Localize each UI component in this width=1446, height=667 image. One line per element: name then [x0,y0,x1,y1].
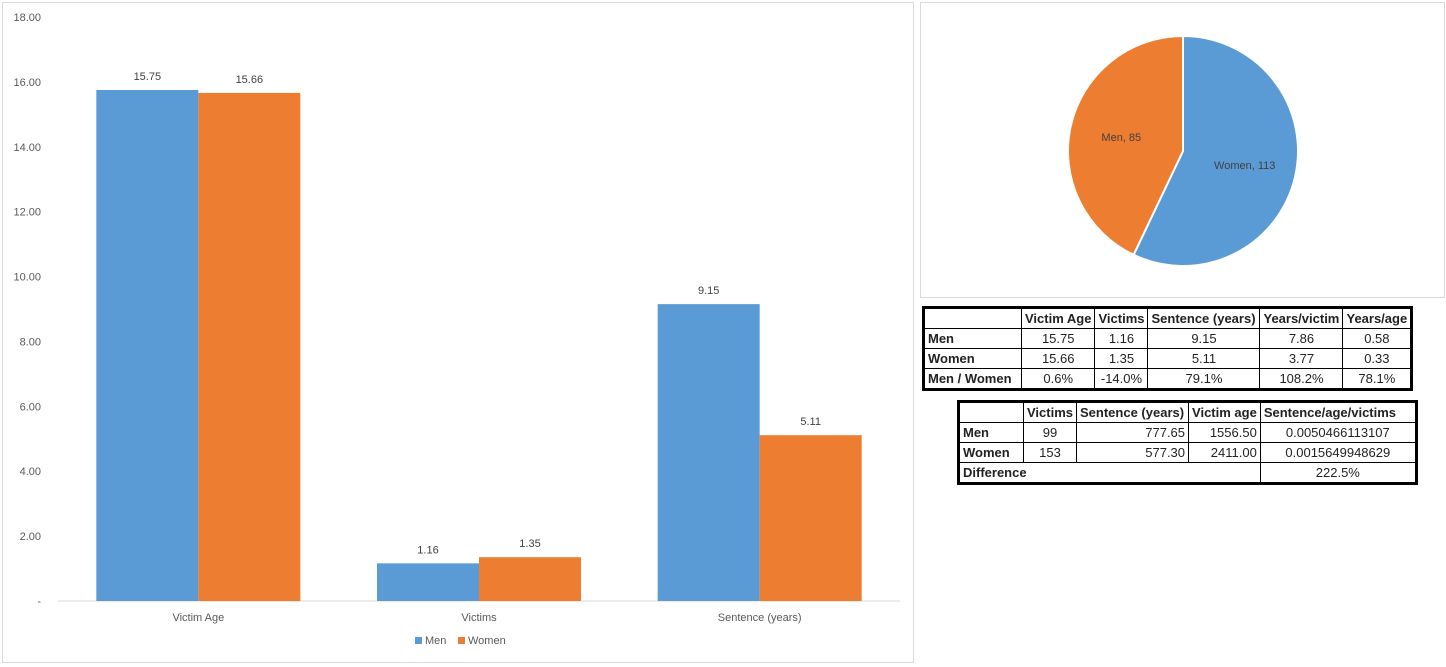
x-tick-label: Victim Age [172,612,224,624]
bar-men [657,304,760,601]
y-tick-label: 16.00 [13,77,41,89]
data-label: 9.15 [698,285,719,297]
table-corner-cell [958,401,1024,423]
data-label: 1.35 [519,538,540,550]
table-row: Women 15.66 1.35 5.11 3.77 0.33 [923,348,1413,369]
table-header-cell: Victims [1094,307,1149,329]
totals-table: Victims Sentence (years) Victim age Sent… [957,400,1418,485]
slice-label: Men, 85 [1101,132,1141,144]
y-tick-label: - [37,596,41,608]
bar-chart: - 2.00 4.00 6.00 8.00 10.00 12.00 14.00 16.00 18.… [13,12,900,647]
table-header-row: Victims Sentence (years) Victim age Sent… [958,401,1417,423]
row-label: Men [923,328,1022,349]
table-cell: 1.35 [1094,348,1149,369]
y-tick-label: 2.00 [20,531,41,543]
bar-women [479,557,581,601]
table-cell: 0.6% [1020,368,1096,390]
bar-women [759,435,862,601]
pie-slice-women [1132,34,1299,267]
data-label: 15.66 [236,74,264,86]
table-cell: 15.66 [1020,348,1096,369]
table-header-row: Victim Age Victims Sentence (years) Year… [923,307,1413,329]
table-row: Men 99 777.65 1556.50 0.0050466113107 [958,422,1417,443]
table-cell: 78.1% [1342,368,1413,390]
table-header-cell: Sentence (years) [1147,307,1261,329]
y-tick-label: 10.00 [13,272,41,284]
table-header-cell: Sentence/age/victims [1259,401,1417,423]
table-cell: -14.0% [1094,368,1149,390]
table-cell: 0.58 [1342,328,1413,349]
difference-label: Difference [958,462,1261,484]
table-row: Women 153 577.30 2411.00 0.0015649948629 [958,442,1417,463]
table-header-cell: Years/victim [1259,307,1344,329]
data-label: 5.11 [800,416,821,428]
table-row: Men / Women 0.6% -14.0% 79.1% 108.2% 78.… [923,368,1413,390]
row-label: Men / Women [923,368,1022,390]
table-cell: 7.86 [1259,328,1344,349]
table-cell: 1556.50 [1188,422,1261,443]
table-cell: 108.2% [1259,368,1344,390]
row-label: Women [958,442,1024,463]
table-cell: 99 [1022,422,1078,443]
data-label: 15.75 [134,71,162,83]
table-cell: 0.0015649948629 [1259,442,1417,463]
table-corner-cell [923,307,1022,329]
legend-swatch [458,637,465,644]
x-tick-label: Sentence (years) [718,612,802,624]
data-label: 1.16 [417,544,438,556]
row-label: Men [958,422,1024,443]
table-cell: 0.0050466113107 [1259,422,1417,443]
ratio-table: Victim Age Victims Sentence (years) Year… [922,306,1414,391]
y-tick-label: 12.00 [13,207,41,219]
bar-women [198,92,301,602]
bar-men [96,90,199,601]
table-cell: 9.15 [1147,328,1261,349]
difference-value: 222.5% [1259,462,1417,484]
table-cell: 15.75 [1020,328,1096,349]
table-cell: 5.11 [1147,348,1261,369]
table-header-cell: Victim Age [1020,307,1096,329]
table-cell: 3.77 [1259,348,1344,369]
table-header-cell: Sentence (years) [1076,401,1190,423]
table-cell: 79.1% [1147,368,1261,390]
y-tick-label: 4.00 [20,466,41,478]
table-header-cell: Victim age [1188,401,1261,423]
table-row: Men 15.75 1.16 9.15 7.86 0.58 [923,328,1413,349]
y-tick-label: 6.00 [20,401,41,413]
y-tick-label: 18.00 [13,12,41,24]
table-cell: 1.16 [1094,328,1149,349]
table-row: Difference 222.5% [958,462,1417,484]
pie-slice-men [1067,34,1184,257]
table-cell: 0.33 [1342,348,1413,369]
bar-men [377,563,479,601]
table-cell: 777.65 [1076,422,1190,443]
y-tick-label: 8.00 [20,336,41,348]
bar-chart-panel: - 2.00 4.00 6.00 8.00 10.00 12.00 14.00 16.00 18.… [2,2,914,663]
table-cell: 153 [1022,442,1078,463]
table-cell: 577.30 [1076,442,1190,463]
slice-label: Women, 113 [1214,160,1275,172]
x-tick-label: Victims [461,612,497,624]
table-header-cell: Years/age [1342,307,1413,329]
row-label: Women [923,348,1022,369]
y-tick-label: 14.00 [13,142,41,154]
table-header-cell: Victims [1022,401,1078,423]
legend-label: Women [468,635,506,647]
pie-chart: Women, 113 Men, 85 [1067,34,1299,267]
legend-swatch [415,637,422,644]
pie-chart-panel: Women, 113 Men, 85 [920,2,1445,298]
table-cell: 2411.00 [1188,442,1261,463]
legend-label: Men [425,635,446,647]
